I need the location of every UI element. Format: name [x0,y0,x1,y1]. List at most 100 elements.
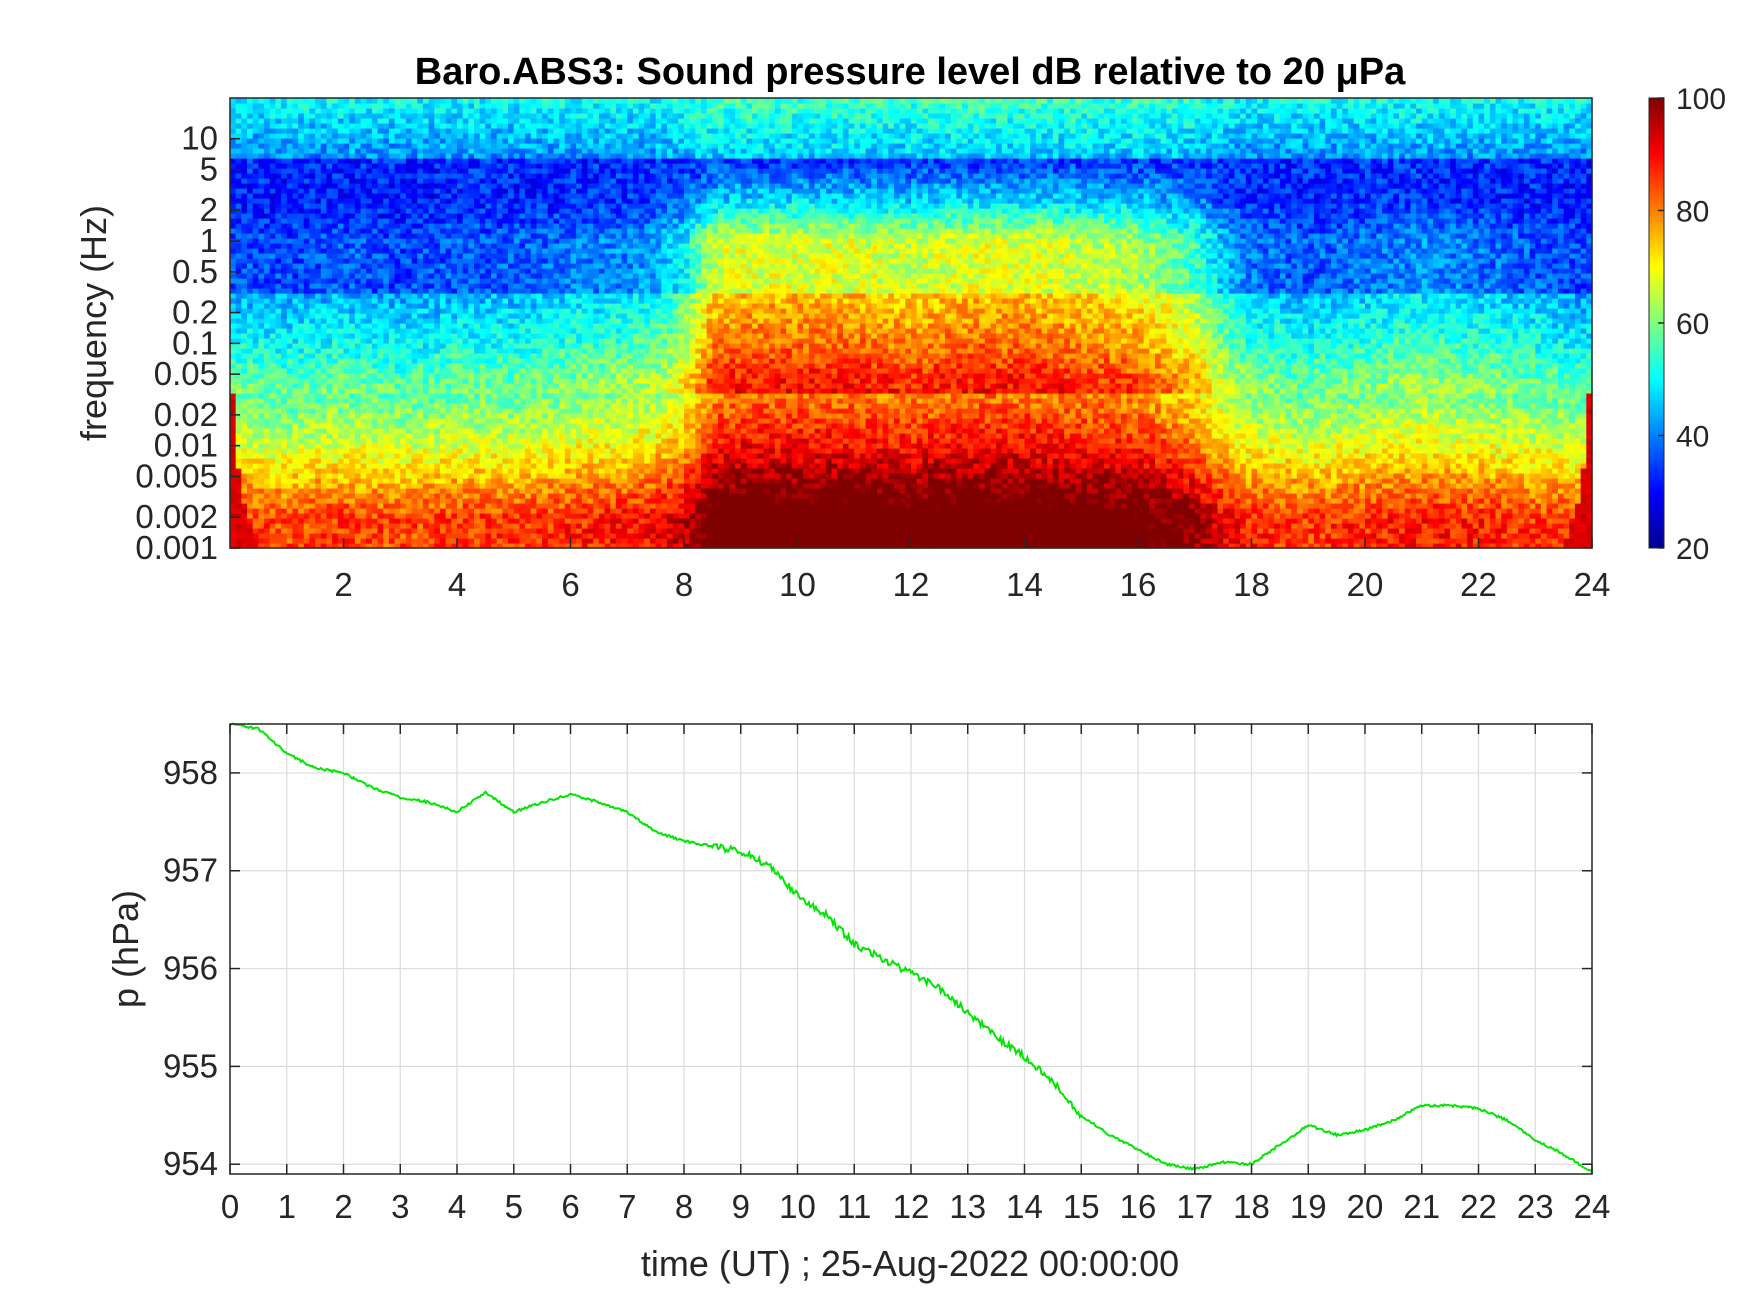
spectrogram-cell [247,138,253,144]
spectrogram-cell [321,218,327,224]
spectrogram-cell [309,438,315,444]
spectrogram-cell [400,343,406,349]
spectrogram-cell [326,163,332,169]
spectrogram-cell [372,483,378,489]
spectrogram-cell [236,263,242,269]
spectrogram-cell [440,468,446,474]
spectrogram-cell [423,328,429,334]
spectrogram-cell [429,203,435,209]
spectrogram-cell [395,368,401,374]
spectrogram-cell [253,273,259,279]
spectrogram-cell [315,318,321,324]
spectrogram-cell [406,468,412,474]
spectrogram-cell [315,293,321,299]
spectrogram-cell [440,128,446,134]
spectrogram-cell [485,173,491,179]
spectrogram-cell [355,253,361,259]
spectrogram-cell [355,368,361,374]
spectrogram-cell [417,293,423,299]
spectrogram-cell [292,348,298,354]
spectrogram-cell [400,303,406,309]
spectrogram-cell [361,503,367,509]
spectrogram-cell [412,358,418,364]
spectrogram-cell [338,373,344,379]
spectrogram-cell [304,493,310,499]
spectrogram-cell [457,188,463,194]
spectrogram-cell [508,503,514,509]
spectrogram-cell [446,518,452,524]
spectrogram-cell [474,523,480,529]
spectrogram-cell [491,103,497,109]
spectrogram-cell [429,498,435,504]
spectrogram-cell [474,343,480,349]
spectrogram-cell [275,213,281,219]
spectrogram-cell [389,338,395,344]
spectrogram-cell [434,148,440,154]
spectrogram-cell [349,388,355,394]
spectrogram-cell [491,228,497,234]
spectrogram-cell [502,318,508,324]
spectrogram-cell [525,488,531,494]
spectrogram-cell [383,158,389,164]
spectrogram-cell [434,403,440,409]
spectrogram-cell [536,313,542,319]
spectrogram-cell [446,443,452,449]
spectrogram-cell [270,283,276,289]
spectrogram-cell [536,418,542,424]
spectrogram-cell [292,383,298,389]
spectrogram-cell [349,238,355,244]
spectrogram-cell [519,443,525,449]
spectrogram-cell [344,478,350,484]
spectrogram-cell [304,188,310,194]
spectrogram-cell [514,468,520,474]
spectrogram-cell [417,128,423,134]
spectrogram-cell [406,268,412,274]
spectrogram-cell [480,468,486,474]
spectrogram-cell [497,173,503,179]
spectrogram-cell [361,493,367,499]
spectrogram-cell [434,393,440,399]
spectrogram-cell [468,523,474,529]
spectrogram-cell [378,188,384,194]
spectrogram-cell [429,158,435,164]
spectrogram-cell [480,503,486,509]
spectrogram-cell [531,328,537,334]
spectrogram-cell [378,273,384,279]
spectrogram-cell [383,323,389,329]
spectrogram-cell [429,448,435,454]
spectrogram-cell [287,518,293,524]
spectrogram-cell [395,458,401,464]
spectrogram-cell [525,333,531,339]
spectrogram-cell [463,368,469,374]
spectrogram-cell [315,193,321,199]
spectrogram-cell [497,528,503,534]
spectrogram-cell [372,388,378,394]
spectrogram-cell [236,533,242,539]
spectrogram-cell [451,198,457,204]
spectrogram-cell [417,398,423,404]
spectrogram-cell [366,348,372,354]
spectrogram-cell [355,513,361,519]
spectrogram-cell [468,318,474,324]
spectrogram-cell [304,518,310,524]
spectrogram-cell [525,433,531,439]
spectrogram-cell [247,428,253,434]
spectrogram-cell [474,258,480,264]
spectrogram-cell [304,508,310,514]
spectrogram-cell [270,173,276,179]
spectrogram-cell [236,468,242,474]
spectrogram-cell [366,148,372,154]
spectrogram-cell [230,258,236,264]
spectrogram-cell [525,388,531,394]
spectrogram-cell [519,533,525,539]
spectrogram-cell [491,488,497,494]
spectrogram-cell [253,288,259,294]
spectrogram-cell [287,323,293,329]
spectrogram-cell [372,203,378,209]
spectrogram-cell [531,323,537,329]
spectrogram-cell [236,158,242,164]
spectrogram-cell [247,228,253,234]
spectrogram-cell [531,508,537,514]
spectrogram-cell [275,413,281,419]
spectrogram-cell [304,208,310,214]
